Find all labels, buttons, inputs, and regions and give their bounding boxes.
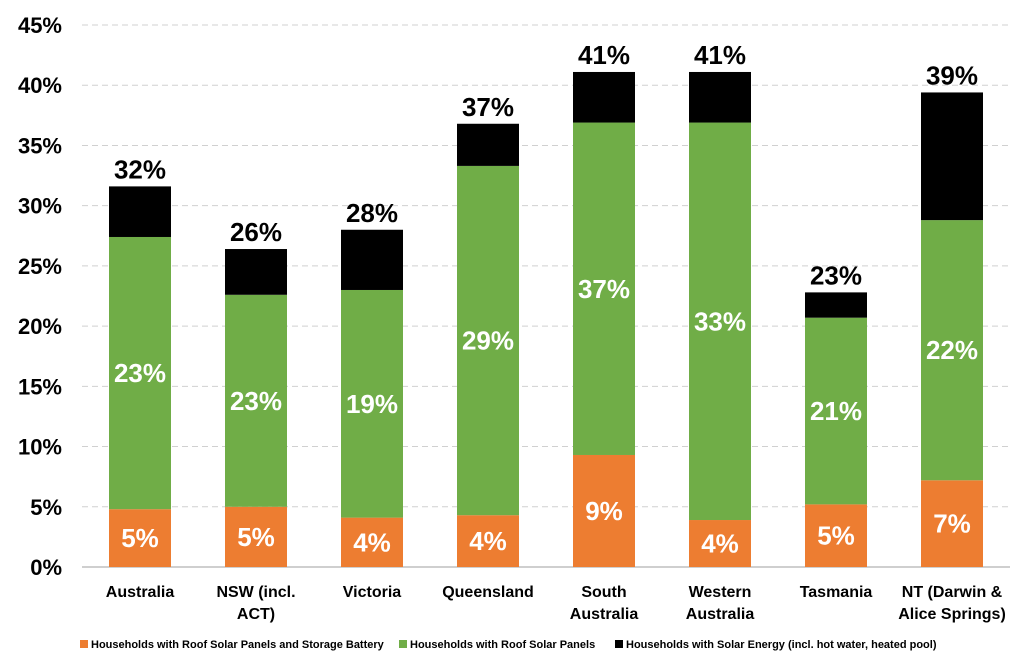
- bar-segment: [225, 249, 287, 295]
- x-tick-label: Victoria: [343, 584, 402, 601]
- data-label: 37%: [578, 274, 630, 304]
- data-label: 21%: [810, 396, 862, 426]
- bar-segment: [921, 92, 983, 221]
- bar-segment: [341, 517, 403, 567]
- y-tick-label: 25%: [18, 254, 62, 279]
- y-tick-label: 35%: [18, 133, 62, 158]
- x-tick-label: Alice Springs): [898, 606, 1006, 623]
- data-label: 5%: [817, 521, 855, 551]
- total-label: 41%: [694, 40, 746, 70]
- data-label: 23%: [114, 358, 166, 388]
- total-label: 23%: [810, 260, 862, 290]
- bar-segment: [573, 454, 635, 567]
- bar-segment: [805, 292, 867, 318]
- data-label: 4%: [353, 527, 391, 557]
- data-label: 5%: [237, 522, 275, 552]
- y-tick-label: 45%: [18, 13, 62, 38]
- bar-segment: [805, 317, 867, 505]
- bar-segment: [109, 186, 171, 237]
- bar-segment: [457, 123, 519, 166]
- bar-segment: [109, 236, 171, 510]
- data-label: 23%: [230, 386, 282, 416]
- x-tick-label: Australia: [570, 606, 639, 623]
- total-label: 41%: [578, 40, 630, 70]
- total-label: 32%: [114, 154, 166, 184]
- legend-label: Households with Roof Solar Panels and St…: [91, 639, 385, 651]
- x-tick-label: NSW (incl.: [216, 584, 295, 601]
- data-label: 33%: [694, 306, 746, 336]
- x-tick-label: Western: [689, 584, 752, 601]
- legend-swatch: [399, 640, 407, 648]
- legend-swatch: [80, 640, 88, 648]
- data-label: 19%: [346, 389, 398, 419]
- legend-label: Households with Solar Energy (incl. hot …: [626, 639, 937, 651]
- bar-segment: [457, 515, 519, 567]
- bar-segment: [341, 289, 403, 518]
- bar-segment: [921, 220, 983, 481]
- y-tick-label: 20%: [18, 314, 62, 339]
- data-label: 4%: [469, 526, 507, 556]
- x-tick-label: NT (Darwin &: [902, 584, 1003, 601]
- x-tick-label: Australia: [106, 584, 175, 601]
- legend-swatch: [615, 640, 623, 648]
- data-label: 22%: [926, 335, 978, 365]
- bar-segment: [341, 229, 403, 290]
- bar-segment: [573, 122, 635, 455]
- bar-segment: [573, 71, 635, 123]
- total-label: 28%: [346, 198, 398, 228]
- y-tick-label: 15%: [18, 374, 62, 399]
- bar-segment: [225, 294, 287, 507]
- legend-label: Households with Roof Solar Panels: [410, 639, 595, 651]
- data-label: 9%: [585, 496, 623, 526]
- data-label: 5%: [121, 523, 159, 553]
- data-label: 29%: [462, 326, 514, 356]
- x-tick-label: South: [581, 584, 626, 601]
- total-label: 37%: [462, 92, 514, 122]
- bar-segment: [689, 71, 751, 123]
- total-label: 26%: [230, 217, 282, 247]
- y-tick-label: 30%: [18, 194, 62, 219]
- bar-segment: [921, 480, 983, 567]
- x-tick-label: ACT): [237, 606, 275, 623]
- total-label: 39%: [926, 60, 978, 90]
- bar-segment: [225, 506, 287, 567]
- y-tick-label: 40%: [18, 73, 62, 98]
- bar-segment: [689, 122, 751, 521]
- bar-segment: [109, 509, 171, 567]
- x-tick-label: Tasmania: [800, 584, 873, 601]
- x-tick-label: Australia: [686, 606, 755, 623]
- bar-segment: [689, 520, 751, 567]
- y-tick-label: 0%: [30, 555, 62, 580]
- data-label: 7%: [933, 509, 971, 539]
- y-tick-label: 5%: [30, 495, 62, 520]
- x-tick-label: Queensland: [442, 584, 534, 601]
- bar-segment: [457, 165, 519, 516]
- y-tick-label: 10%: [18, 435, 62, 460]
- data-label: 4%: [701, 529, 739, 559]
- bar-segment: [805, 504, 867, 567]
